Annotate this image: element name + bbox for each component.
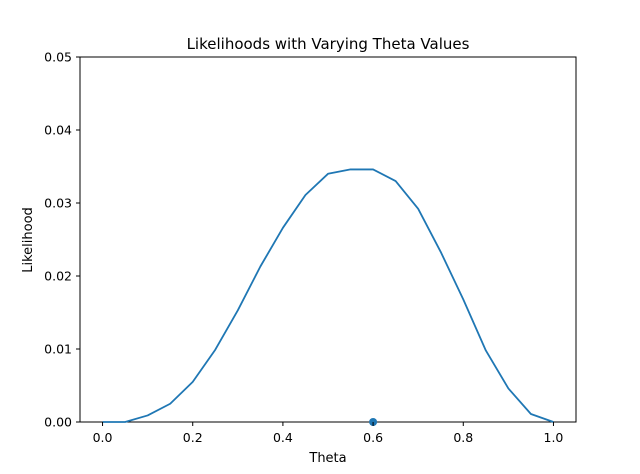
y-tick-label-1: 0.01 [44, 342, 72, 357]
plot-area [79, 56, 577, 426]
chart-title: Likelihoods with Varying Theta Values [187, 35, 470, 53]
y-axis-ticks: 0.00 0.01 0.02 0.03 0.04 0.05 [44, 50, 80, 430]
x-tick-label-4: 0.8 [453, 430, 473, 445]
series-line-0 [102, 168, 554, 423]
x-tick-label-2: 0.4 [273, 430, 293, 445]
plot-frame [79, 56, 577, 423]
y-axis-label: Likelihood [21, 207, 36, 273]
y-tick-label-3: 0.03 [44, 196, 72, 211]
y-tick-label-4: 0.04 [44, 123, 72, 138]
x-tick-label-0: 0.0 [93, 430, 113, 445]
y-tick-label-0: 0.00 [44, 415, 72, 430]
x-tick-label-1: 0.2 [183, 430, 203, 445]
x-axis-ticks: 0.0 0.2 0.4 0.6 0.8 1.0 [93, 422, 564, 445]
x-tick-label-5: 1.0 [544, 430, 564, 445]
y-tick-label-5: 0.05 [44, 50, 72, 65]
x-tick-label-3: 0.6 [363, 430, 383, 445]
x-axis-label: Theta [308, 451, 346, 466]
y-tick-label-2: 0.02 [44, 269, 72, 284]
